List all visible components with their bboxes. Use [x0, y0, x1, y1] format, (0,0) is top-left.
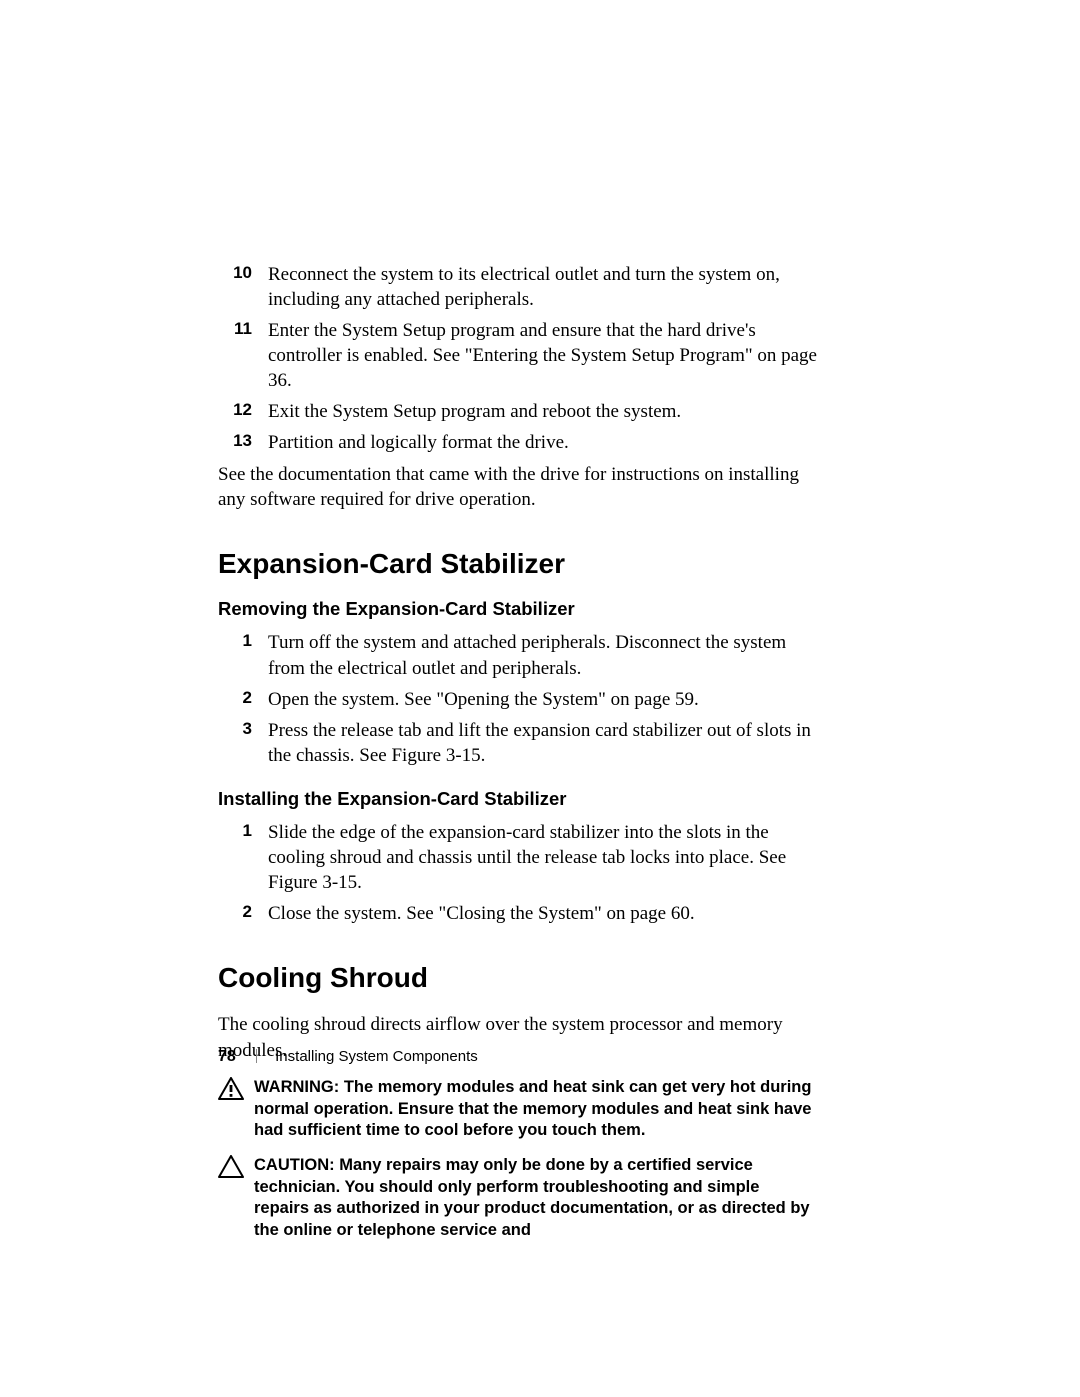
- step-text: Partition and logically format the drive…: [268, 430, 818, 455]
- step-item: 1 Slide the edge of the expansion-card s…: [218, 820, 818, 895]
- step-item: 3 Press the release tab and lift the exp…: [218, 718, 818, 768]
- section-heading-cooling: Cooling Shroud: [218, 962, 818, 994]
- removing-steps-list: 1 Turn off the system and attached perip…: [218, 630, 818, 767]
- caution-body: Many repairs may only be done by a certi…: [254, 1156, 810, 1238]
- step-item: 1 Turn off the system and attached perip…: [218, 630, 818, 680]
- step-item: 11 Enter the System Setup program and en…: [218, 318, 818, 393]
- installing-steps-list: 1 Slide the edge of the expansion-card s…: [218, 820, 818, 926]
- caution-notice: CAUTION: Many repairs may only be done b…: [218, 1155, 818, 1241]
- step-item: 2 Open the system. See "Opening the Syst…: [218, 687, 818, 712]
- page-number: 78: [218, 1048, 236, 1065]
- step-item: 2 Close the system. See "Closing the Sys…: [218, 901, 818, 926]
- subheading-removing: Removing the Expansion-Card Stabilizer: [218, 598, 818, 620]
- step-item: 13 Partition and logically format the dr…: [218, 430, 818, 455]
- step-number: 11: [218, 318, 268, 393]
- step-text: Exit the System Setup program and reboot…: [268, 399, 818, 424]
- warning-notice: WARNING: The memory modules and heat sin…: [218, 1077, 818, 1141]
- page-footer: 78 Installing System Components: [218, 1048, 478, 1066]
- step-number: 3: [218, 718, 268, 768]
- caution-text: CAUTION: Many repairs may only be done b…: [254, 1155, 818, 1241]
- footer-divider: [256, 1049, 257, 1063]
- step-text: Reconnect the system to its electrical o…: [268, 262, 818, 312]
- warning-icon: [218, 1077, 254, 1141]
- step-text: Open the system. See "Opening the System…: [268, 687, 818, 712]
- step-item: 12 Exit the System Setup program and reb…: [218, 399, 818, 424]
- warning-text: WARNING: The memory modules and heat sin…: [254, 1077, 818, 1141]
- step-number: 1: [218, 630, 268, 680]
- caution-label: CAUTION:: [254, 1156, 335, 1174]
- step-number: 2: [218, 901, 268, 926]
- step-number: 2: [218, 687, 268, 712]
- subheading-installing: Installing the Expansion-Card Stabilizer: [218, 788, 818, 810]
- step-text: Close the system. See "Closing the Syste…: [268, 901, 818, 926]
- warning-label: WARNING:: [254, 1078, 339, 1096]
- step-text: Enter the System Setup program and ensur…: [268, 318, 818, 393]
- step-number: 13: [218, 430, 268, 455]
- caution-icon: [218, 1155, 254, 1241]
- step-text: Turn off the system and attached periphe…: [268, 630, 818, 680]
- body-paragraph: See the documentation that came with the…: [218, 462, 818, 513]
- document-page: 10 Reconnect the system to its electrica…: [0, 0, 1080, 1241]
- step-text: Press the release tab and lift the expan…: [268, 718, 818, 768]
- step-number: 12: [218, 399, 268, 424]
- footer-chapter: Installing System Components: [275, 1048, 478, 1065]
- step-number: 1: [218, 820, 268, 895]
- step-number: 10: [218, 262, 268, 312]
- step-item: 10 Reconnect the system to its electrica…: [218, 262, 818, 312]
- section-heading-expansion: Expansion-Card Stabilizer: [218, 548, 818, 580]
- steps-list-continuation: 10 Reconnect the system to its electrica…: [218, 262, 818, 456]
- step-text: Slide the edge of the expansion-card sta…: [268, 820, 818, 895]
